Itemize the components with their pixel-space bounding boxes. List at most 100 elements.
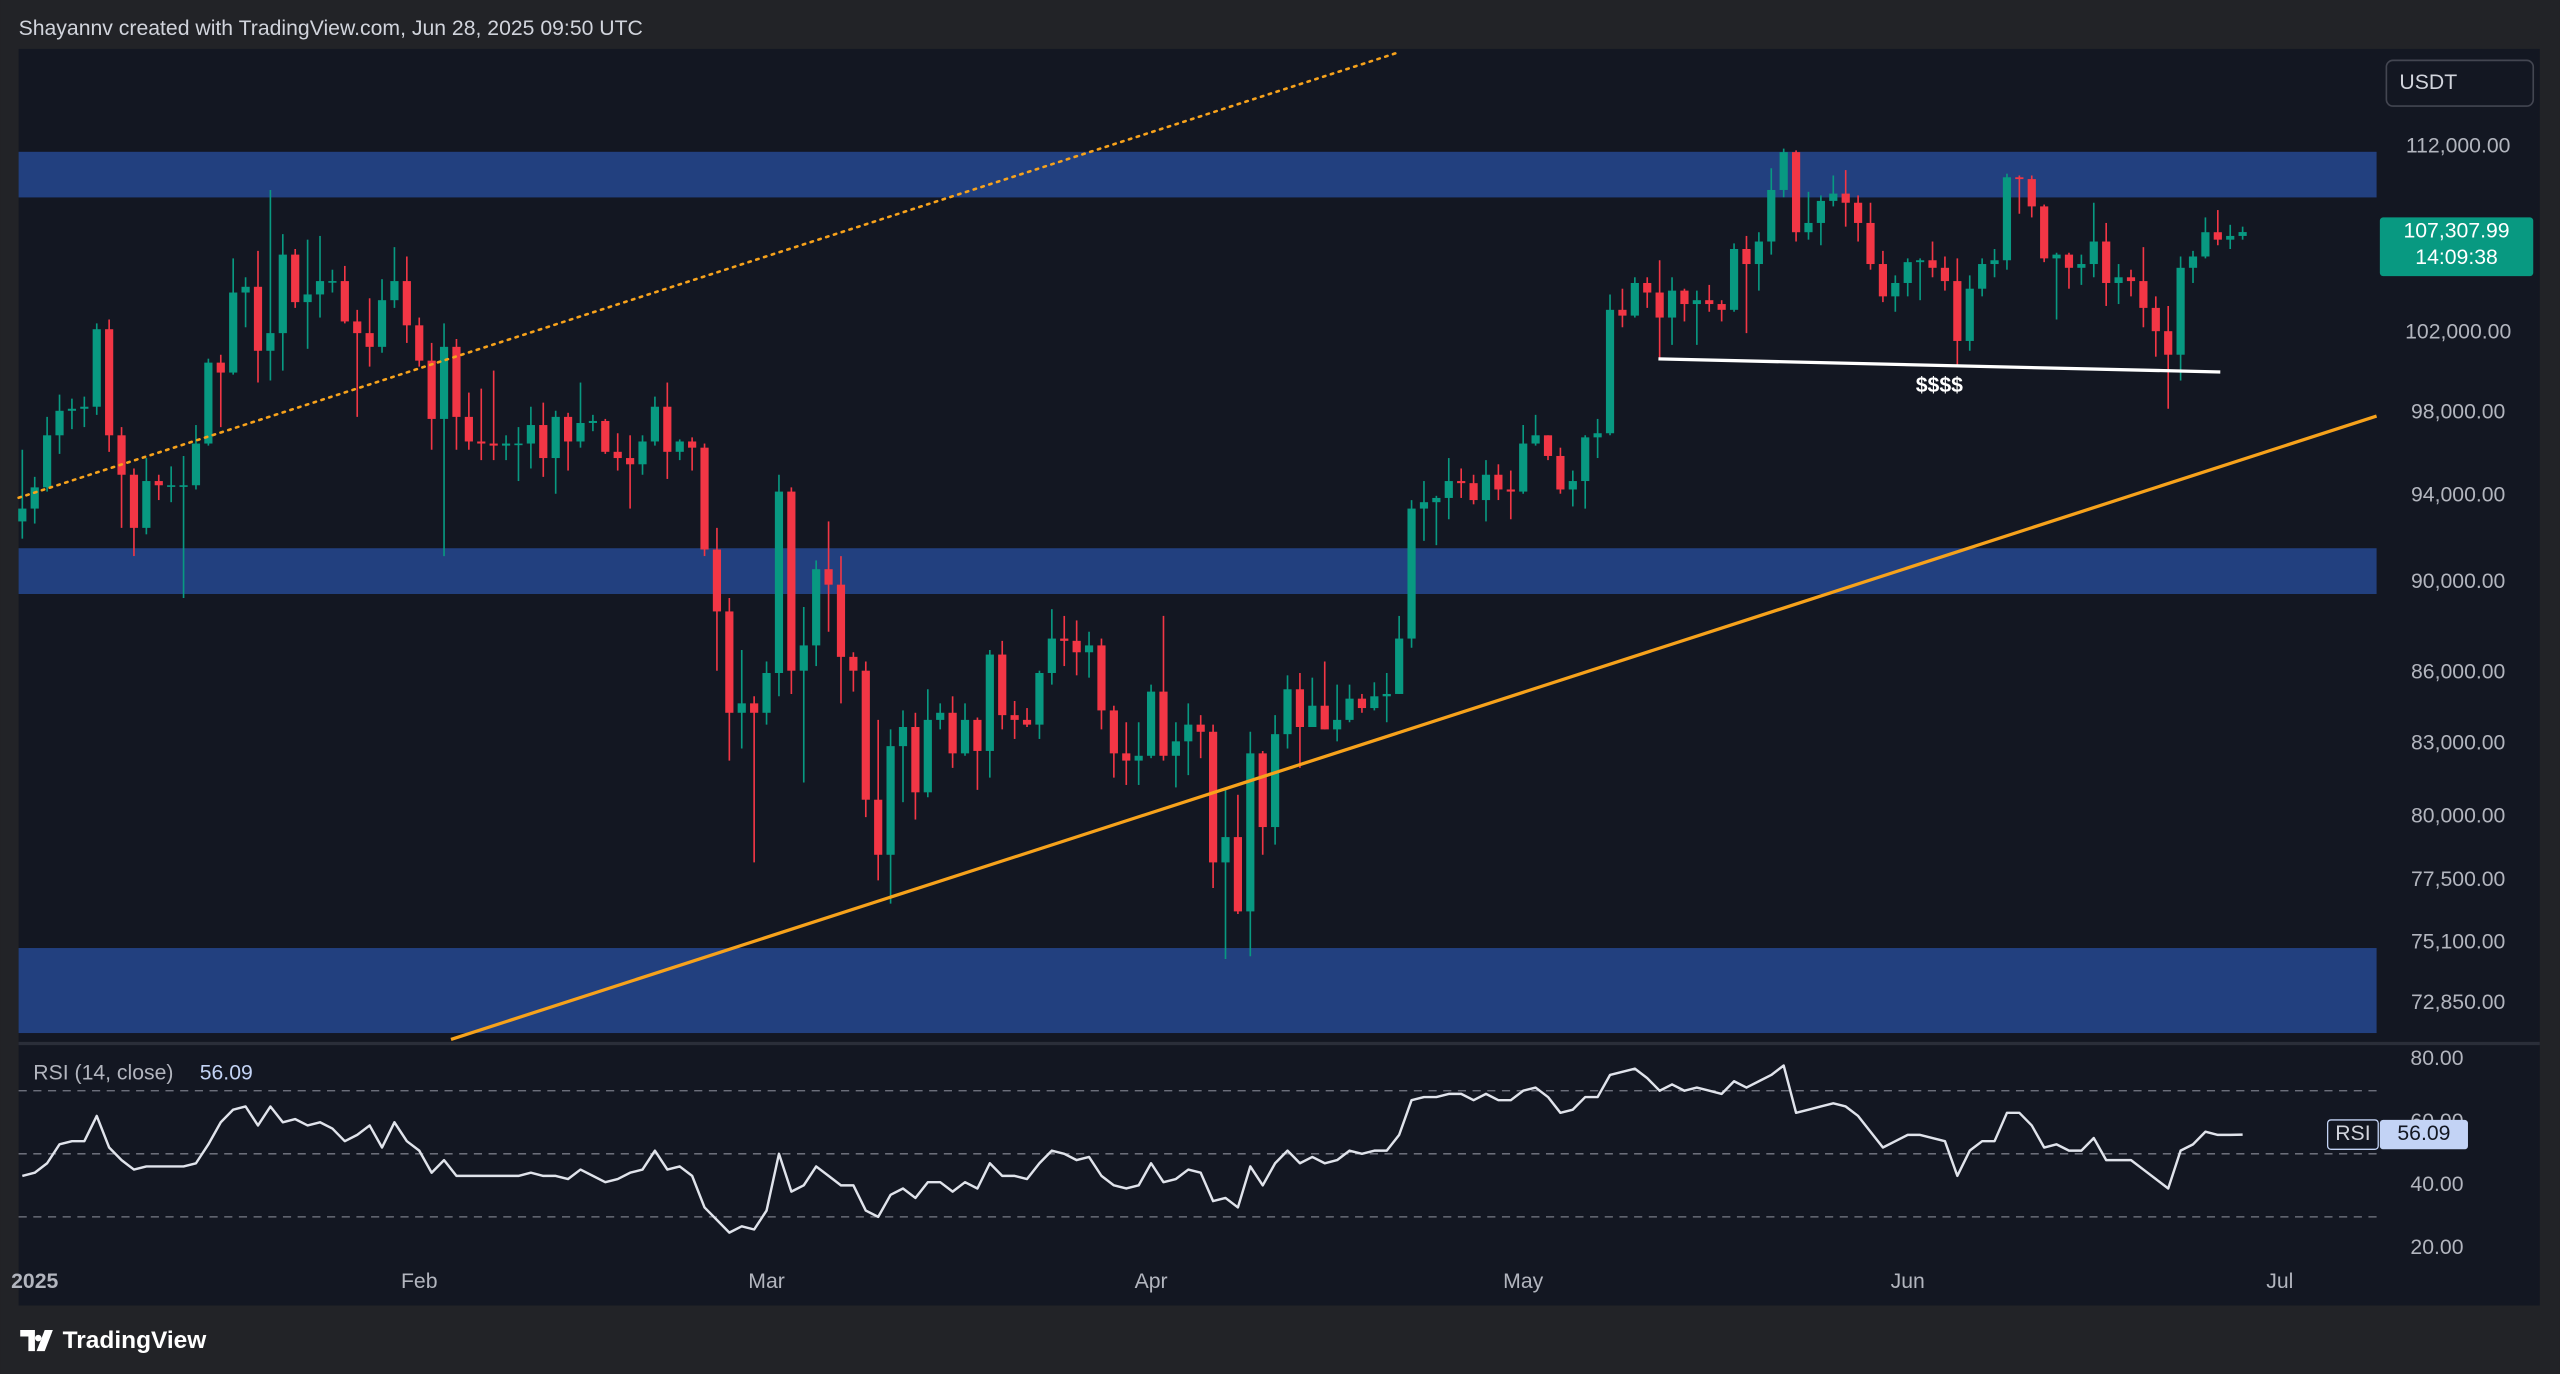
candle-body (2151, 307, 2160, 332)
candle-body (2201, 232, 2210, 257)
candle-body (1209, 731, 1218, 863)
zone (18, 548, 2377, 594)
candle-body (675, 441, 684, 452)
candle-body (2126, 277, 2136, 282)
currency: USDT (2399, 71, 2457, 94)
candle-body (1990, 260, 1999, 265)
candle-body (1022, 719, 1032, 725)
rsi-badge-value: 56.09 (2397, 1122, 2450, 1145)
trend-line (1658, 357, 2221, 374)
candle-body (1469, 483, 1478, 501)
chart-area (18, 48, 2540, 1306)
trend-line (450, 414, 2378, 1041)
y-tick-label: 94,000.00 (2411, 483, 2505, 506)
candle-body (1556, 455, 1565, 490)
candle-body (30, 487, 39, 509)
candle-body (1395, 638, 1404, 694)
candle-body (712, 549, 722, 612)
candle-body (1407, 508, 1416, 639)
candle-body (1221, 837, 1230, 863)
candle-body (1047, 638, 1056, 674)
candle-body (229, 292, 238, 373)
rsi-title: RSI (14, close) (33, 1061, 173, 1084)
rsi-tick-label: 40.00 (2410, 1173, 2463, 1196)
candle-body (836, 584, 846, 657)
candle-body (167, 485, 176, 487)
candle-body (1271, 734, 1280, 828)
candle-body (563, 416, 573, 442)
candle-body (266, 333, 275, 351)
candle-body (2238, 232, 2247, 236)
candle-body (1767, 189, 1776, 242)
y-tick-label: 75,100.00 (2411, 931, 2505, 954)
candle-body (2040, 206, 2049, 259)
header: Shayannv created with TradingView.com, J… (19, 17, 643, 40)
candle-body (315, 281, 325, 295)
candle-body (613, 451, 622, 459)
candle-body (576, 423, 585, 442)
candle-body (1146, 691, 1156, 756)
candle-body (1457, 481, 1466, 484)
candle-body (253, 286, 263, 351)
candle-body (824, 569, 833, 585)
candle-body (1568, 481, 1577, 490)
y-tick-label: 77,500.00 (2411, 868, 2505, 891)
candle-body (1841, 193, 1850, 203)
x-tick-label: Jun (1891, 1270, 1925, 1293)
rsi-value: 56.09 (200, 1061, 253, 1084)
candle-body (725, 611, 734, 713)
rsi-name: RSI (2335, 1122, 2370, 1145)
candle-body (2089, 241, 2098, 265)
candle-body (1816, 200, 1825, 223)
candle-body (960, 719, 970, 754)
candle-body (1481, 474, 1491, 501)
candle-body (601, 420, 610, 452)
candle-body (787, 491, 796, 671)
candle-body (2164, 331, 2173, 355)
candle-body (1779, 152, 1788, 190)
candle-body (2052, 254, 2061, 259)
candle-body (2226, 235, 2235, 240)
candle-body (2188, 256, 2198, 268)
candle-body (501, 443, 511, 446)
candle-body (526, 425, 535, 444)
candle-body (1618, 309, 1627, 316)
candle-body (1978, 264, 1987, 289)
candle-body (365, 333, 374, 347)
candle-body (1494, 474, 1503, 490)
y-tick-label: 86,000.00 (2411, 661, 2505, 684)
candle-body (377, 300, 387, 347)
candle-body (774, 491, 784, 674)
candle-body (204, 362, 213, 444)
candle-body (1159, 691, 1168, 756)
candle-body (2213, 232, 2222, 240)
candle-body (812, 569, 821, 646)
candle-body (241, 286, 250, 293)
candle-body (874, 799, 883, 855)
candle-body (216, 362, 225, 373)
candle-body (923, 719, 932, 793)
rsi-tick-label: 20.00 (2410, 1236, 2463, 1259)
candle-body (1729, 248, 1739, 310)
candle-body (973, 719, 982, 751)
y-tick-label: 83,000.00 (2411, 731, 2505, 754)
candle-body (340, 281, 349, 322)
candle-body (1742, 248, 1751, 265)
candle-body (1295, 689, 1305, 728)
x-tick-label: Mar (748, 1270, 785, 1293)
candle-body (1903, 262, 1912, 283)
candle-body (303, 294, 312, 303)
candle-body (55, 410, 64, 436)
candle-body (402, 281, 411, 326)
candle-body (1866, 222, 1875, 265)
candle-body (427, 360, 436, 419)
candle-body (898, 727, 908, 747)
candle-body (1258, 753, 1267, 828)
candle-body (998, 654, 1007, 716)
x-tick-label: Apr (1135, 1270, 1168, 1293)
candle-body (353, 321, 362, 334)
candle-body (1854, 202, 1863, 223)
candle-body (1965, 288, 1974, 341)
candle-body (67, 408, 77, 411)
